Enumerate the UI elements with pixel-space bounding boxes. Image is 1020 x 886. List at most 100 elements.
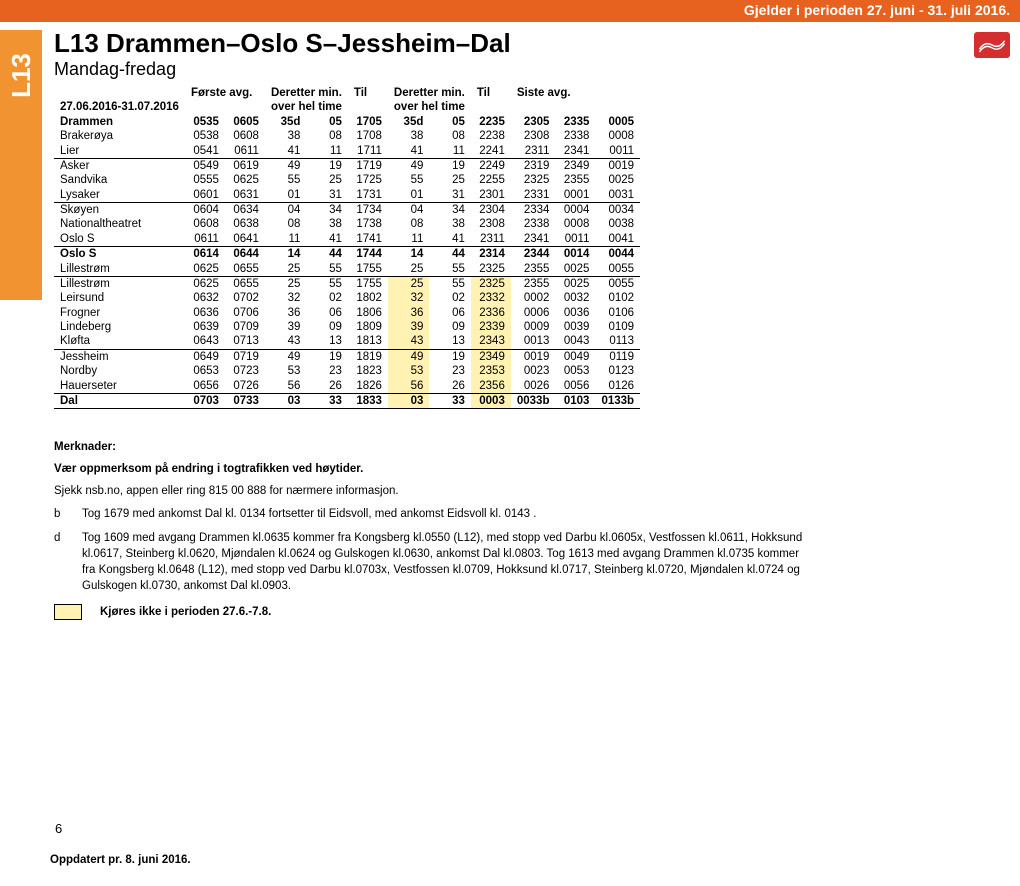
time-cell: 0026 — [511, 379, 556, 394]
time-cell: 13 — [306, 334, 347, 349]
header-siste: Siste avg. — [511, 86, 640, 100]
updated-text: Oppdatert pr. 8. juni 2016. — [50, 854, 191, 866]
table-row: Oslo S0614064414441744144423142344001400… — [54, 247, 640, 262]
time-cell: 04 — [388, 203, 429, 218]
time-cell: 2334 — [511, 203, 556, 218]
time-cell: 2332 — [471, 291, 511, 305]
time-cell: 35d — [388, 115, 429, 129]
time-cell: 0119 — [595, 349, 640, 364]
station-name: Nationaltheatret — [54, 217, 185, 231]
table-row: Brakerøya0538060838081708380822382308233… — [54, 129, 640, 143]
time-cell: 2331 — [511, 188, 556, 203]
time-cell: 0038 — [595, 217, 640, 231]
time-cell: 2314 — [471, 247, 511, 262]
time-cell: 55 — [429, 262, 470, 277]
station-name: Oslo S — [54, 247, 185, 262]
time-cell: 23 — [429, 364, 470, 378]
time-cell: 25 — [265, 276, 306, 291]
time-cell: 09 — [306, 320, 347, 334]
notes-section: Merknader: Vær oppmerksom på endring i t… — [54, 439, 814, 620]
station-name: Frogner — [54, 306, 185, 320]
time-cell: 11 — [429, 144, 470, 159]
time-cell: 08 — [388, 217, 429, 231]
time-cell: 0103 — [555, 393, 595, 408]
header-til1: Til — [348, 86, 388, 100]
time-cell: 1813 — [348, 334, 388, 349]
note-key: d — [54, 530, 82, 594]
time-cell: 49 — [265, 158, 306, 173]
time-cell: 0631 — [225, 188, 265, 203]
time-cell: 2311 — [471, 232, 511, 247]
time-cell: 1755 — [348, 262, 388, 277]
time-cell: 08 — [306, 129, 347, 143]
time-cell: 2241 — [471, 144, 511, 159]
time-cell: 0053 — [555, 364, 595, 378]
time-cell: 0009 — [511, 320, 556, 334]
time-cell: 31 — [306, 188, 347, 203]
station-name: Kløfta — [54, 334, 185, 349]
time-cell: 0025 — [595, 173, 640, 187]
header-deretter2a: Deretter min. — [388, 86, 471, 100]
time-cell: 25 — [388, 262, 429, 277]
time-cell: 0604 — [185, 203, 225, 218]
station-name: Lindeberg — [54, 320, 185, 334]
time-cell: 1711 — [348, 144, 388, 159]
table-row: Hauerseter065607265626182656262356002600… — [54, 379, 640, 394]
time-cell: 0625 — [185, 276, 225, 291]
time-cell: 1744 — [348, 247, 388, 262]
time-cell: 0003 — [471, 393, 511, 408]
time-cell: 34 — [306, 203, 347, 218]
time-cell: 2349 — [555, 158, 595, 173]
notes-warning: Vær oppmerksom på endring i togtrafikken… — [54, 461, 814, 477]
time-cell: 0625 — [185, 262, 225, 277]
time-cell: 0133b — [595, 393, 640, 408]
time-cell: 11 — [388, 232, 429, 247]
header-deretter1a: Deretter min. — [265, 86, 348, 100]
header-daterange: 27.06.2016-31.07.2016 — [54, 100, 185, 114]
station-name: Brakerøya — [54, 129, 185, 143]
time-cell: 0025 — [555, 262, 595, 277]
station-name: Dal — [54, 393, 185, 408]
time-cell: 0008 — [595, 129, 640, 143]
notes-title: Merknader: — [54, 439, 814, 455]
time-cell: 14 — [388, 247, 429, 262]
time-cell: 2355 — [511, 276, 556, 291]
time-cell: 2336 — [471, 306, 511, 320]
time-cell: 55 — [306, 276, 347, 291]
time-cell: 38 — [265, 129, 306, 143]
station-name: Sandvika — [54, 173, 185, 187]
time-cell: 2341 — [511, 232, 556, 247]
time-cell: 25 — [388, 276, 429, 291]
time-cell: 43 — [388, 334, 429, 349]
table-row: Dal0703073303331833033300030033b01030133… — [54, 393, 640, 408]
time-cell: 0001 — [555, 188, 595, 203]
time-cell: 0726 — [225, 379, 265, 394]
time-cell: 0632 — [185, 291, 225, 305]
time-cell: 0044 — [595, 247, 640, 262]
time-cell: 0023 — [511, 364, 556, 378]
time-cell: 0043 — [555, 334, 595, 349]
time-cell: 0049 — [555, 349, 595, 364]
route-title: L13 Drammen–Oslo S–Jessheim–Dal — [54, 28, 511, 59]
time-cell: 26 — [306, 379, 347, 394]
time-cell: 39 — [388, 320, 429, 334]
time-cell: 0034 — [595, 203, 640, 218]
time-cell: 0638 — [225, 217, 265, 231]
table-row: Lysaker060106310131173101312301233100010… — [54, 188, 640, 203]
time-cell: 0644 — [225, 247, 265, 262]
time-cell: 56 — [265, 379, 306, 394]
time-cell: 11 — [265, 232, 306, 247]
time-cell: 2325 — [511, 173, 556, 187]
time-cell: 0611 — [185, 232, 225, 247]
time-cell: 49 — [388, 158, 429, 173]
line-code: L13 — [6, 53, 37, 98]
time-cell: 0709 — [225, 320, 265, 334]
time-cell: 19 — [429, 158, 470, 173]
station-name: Lillestrøm — [54, 262, 185, 277]
note-key: b — [54, 506, 82, 522]
legend-row: Kjøres ikke i perioden 27.6.-7.8. — [54, 604, 814, 620]
time-cell: 2338 — [511, 217, 556, 231]
timetable: Første avg. Deretter min. Til Deretter m… — [54, 86, 640, 409]
time-cell: 03 — [265, 393, 306, 408]
note-text: Tog 1609 med avgang Drammen kl.0635 komm… — [82, 530, 814, 594]
